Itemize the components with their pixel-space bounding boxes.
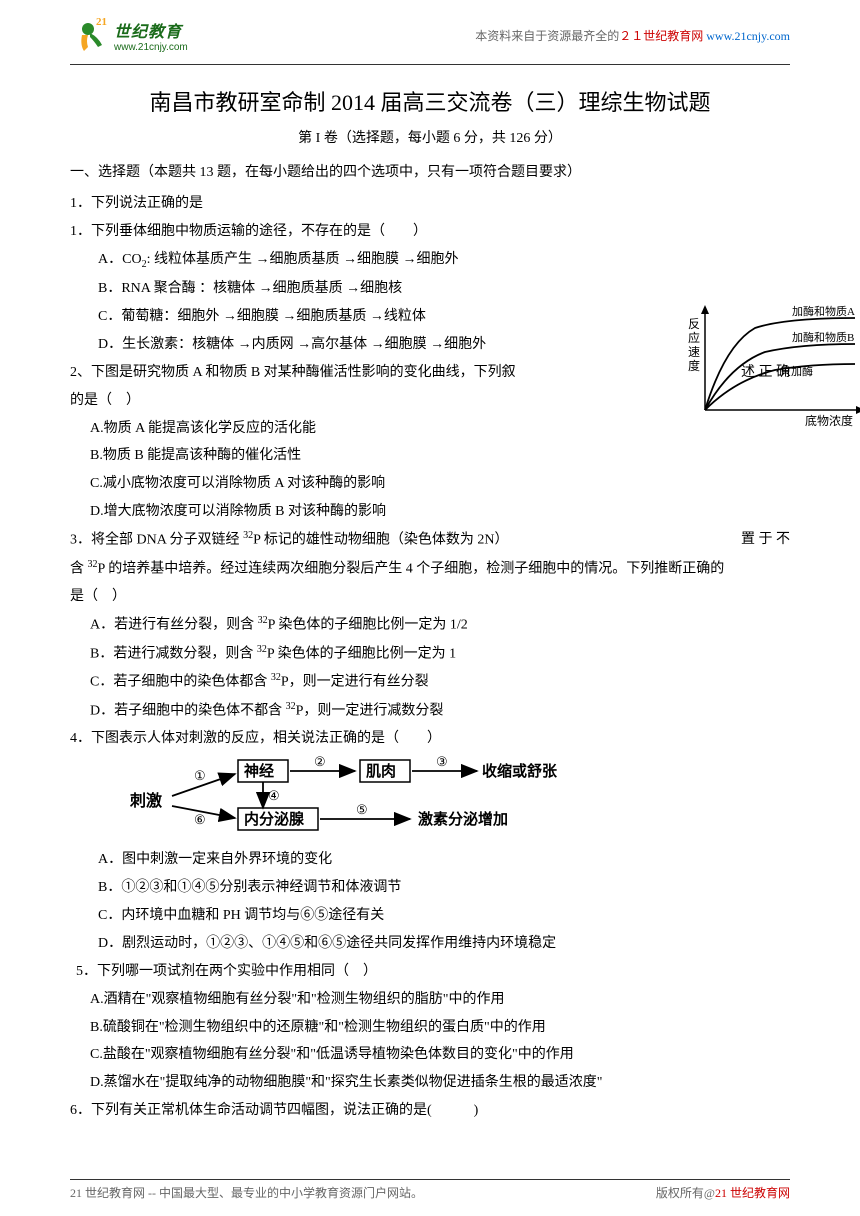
chart-curve1-label: 加酶和物质A <box>792 304 855 318</box>
svg-text:内分泌腺: 内分泌腺 <box>244 810 305 828</box>
question-2-optC: C.减小底物浓度可以消除物质 A 对该种酶的影响 <box>70 471 790 497</box>
svg-text:21: 21 <box>96 16 107 28</box>
question-3-stem-c: 是（ ） <box>70 584 790 610</box>
source-brand: ２１世纪教育网 <box>619 29 703 43</box>
source-link: www.21cnjy.com <box>706 29 790 43</box>
question-3-optD: D．若子细胞中的染色体不都含 32P，则一定进行减数分裂 <box>70 698 790 725</box>
q3a-pre: 3．将全部 DNA 分子双链经 <box>70 533 243 548</box>
question-4-stem: 4．下图表示人体对刺激的反应，相关说法正确的是（ ） <box>70 726 790 752</box>
question-1-optB: B．RNA 聚合酶 ：核糖体 →细胞质基质 →细胞核 <box>70 276 790 302</box>
q3a-post: P 标记的雄性动物细胞（染色体数为 2N） <box>253 533 508 548</box>
header-source: 本资料来自于资源最齐全的２１世纪教育网 www.21cnjy.com <box>475 27 790 44</box>
q3a-sup: 32 <box>243 530 253 541</box>
question-2-optA: A.物质 A 能提高该化学反应的活化能 <box>70 416 790 442</box>
footer-right-brand: 21 世纪教育网 <box>715 1186 790 1200</box>
svg-text:神经: 神经 <box>244 762 274 780</box>
q3C-sup: 32 <box>271 672 281 683</box>
q3A-post: P 染色体的子细胞比例一定为 1/2 <box>268 618 468 633</box>
question-3-optC: C．若子细胞中的染色体都含 32P，则一定进行有丝分裂 <box>70 669 790 696</box>
question-1-stem: 1．下列垂体细胞中物质运输的途径，不存在的是（ ） <box>70 219 790 245</box>
logo: 21 世纪教育 www.21cnjy.com <box>70 15 188 55</box>
q1a-post: : 线粒体基质产生 →细胞质基质 →细胞膜 →细胞外 <box>147 252 459 267</box>
question-1-pre: 1．下列说法正确的是 <box>70 191 790 217</box>
question-6-stem: 6．下列有关正常机体生命活动调节四幅图，说法正确的是( ) <box>70 1098 790 1124</box>
header-divider <box>70 64 790 65</box>
source-prefix: 本资料来自于资源最齐全的 <box>475 29 619 43</box>
question-4-optB: B．①②③和①④⑤分别表示神经调节和体液调节 <box>70 875 790 901</box>
q3B-pre: B．若进行减数分裂，则含 <box>90 646 257 661</box>
question-5-optC: C.盐酸在"观察植物细胞有丝分裂"和"低温诱导植物染色体数目的变化"中的作用 <box>70 1042 790 1068</box>
footer-divider <box>70 1179 790 1180</box>
q2-stem-a: 2、下图是研究物质 A 和物质 B 对某种酶催活性影响的变化曲线，下列叙 <box>70 365 516 380</box>
question-4-optD: D．剧烈运动时，①②③、①④⑤和⑥⑤途径共同发挥作用维持内环境稳定 <box>70 931 790 957</box>
svg-text:收缩或舒张: 收缩或舒张 <box>482 762 558 780</box>
logo-icon: 21 <box>70 15 110 55</box>
q3A-pre: A．若进行有丝分裂，则含 <box>90 618 258 633</box>
logo-url-text: www.21cnjy.com <box>114 42 188 53</box>
question-2: 2、下图是研究物质 A 和物质 B 对某种酶催活性影响的变化曲线，下列叙 述 正… <box>70 360 790 386</box>
q3D-post: P，则一定进行减数分裂 <box>296 703 444 718</box>
svg-text:刺激: 刺激 <box>130 791 162 810</box>
svg-text:⑥: ⑥ <box>194 812 206 827</box>
stimulus-diagram: 刺激 ① ⑥ 神经 内分泌腺 ④ ② 肌肉 ③ 收缩或舒张 ⑤ 激素分泌增加 <box>130 756 790 841</box>
section-heading: 一、选择题（本题共 13 题，在每小题给出的四个选项中，只有一项符合题目要求） <box>70 161 790 181</box>
svg-text:④: ④ <box>268 788 280 803</box>
question-5-optD: D.蒸馏水在"提取纯净的动物细胞膜"和"探究生长素类似物促进插条生根的最适浓度" <box>70 1070 790 1096</box>
q3A-sup: 32 <box>258 615 268 626</box>
svg-text:激素分泌增加: 激素分泌增加 <box>418 810 508 828</box>
svg-text:应: 应 <box>688 330 700 345</box>
svg-text:②: ② <box>314 756 326 769</box>
q3a-end: 置 于 不 <box>741 527 790 553</box>
enzyme-chart: 反 应 速 度 加酶和物质A 加酶和物质B 只加酶 底物浓度 <box>685 300 860 430</box>
q3B-post: P 染色体的子细胞比例一定为 1 <box>267 646 456 661</box>
chart-curve3-label: 只加酶 <box>780 365 813 378</box>
svg-text:③: ③ <box>436 756 448 769</box>
question-4-optC: C．内环境中血糖和 PH 调节均与⑥⑤途径有关 <box>70 903 790 929</box>
question-2-optD: D.增大底物浓度可以消除物质 B 对该种酶的影响 <box>70 499 790 525</box>
page-header: 21 世纪教育 www.21cnjy.com 本资料来自于资源最齐全的２１世纪教… <box>70 10 790 60</box>
question-5-optA: A.酒精在"观察植物细胞有丝分裂"和"检测生物组织的脂肪"中的作用 <box>70 987 790 1013</box>
chart-curve2-label: 加酶和物质B <box>792 330 854 344</box>
question-1-optA: A．CO2: 线粒体基质产生 →细胞质基质 →细胞膜 →细胞外 <box>70 247 790 274</box>
question-5-optB: B.硫酸铜在"检测生物组织中的还原糖"和"检测生物组织的蛋白质"中的作用 <box>70 1015 790 1041</box>
question-5-stem: 5．下列哪一项试剂在两个实验中作用相同（ ） <box>70 959 790 985</box>
footer-right: 版权所有@21 世纪教育网 <box>656 1184 790 1201</box>
question-3-stem-a: 3．将全部 DNA 分子双链经 32P 标记的雄性动物细胞（染色体数为 2N） … <box>70 527 790 554</box>
q3B-sup: 32 <box>257 644 267 655</box>
question-3-optB: B．若进行减数分裂，则含 32P 染色体的子细胞比例一定为 1 <box>70 641 790 668</box>
logo-cn-text: 世纪教育 <box>114 18 188 42</box>
q3b-pre: 含 <box>70 561 88 576</box>
question-3-optA: A．若进行有丝分裂，则含 32P 染色体的子细胞比例一定为 1/2 <box>70 612 790 639</box>
q3D-sup: 32 <box>286 701 296 712</box>
svg-text:速: 速 <box>688 345 700 359</box>
logo-text: 世纪教育 www.21cnjy.com <box>114 18 188 53</box>
question-2-optB: B.物质 B 能提高该种酶的催化活性 <box>70 443 790 469</box>
svg-text:①: ① <box>194 768 206 783</box>
footer-left: 21 世纪教育网 -- 中国最大型、最专业的中小学教育资源门户网站。 <box>70 1184 423 1201</box>
question-4-optA: A．图中刺激一定来自外界环境的变化 <box>70 847 790 873</box>
q3b-post: P 的培养基中培养。经过连续两次细胞分裂后产生 4 个子细胞，检测子细胞中的情况… <box>98 561 725 576</box>
page-footer: 21 世纪教育网 -- 中国最大型、最专业的中小学教育资源门户网站。 版权所有@… <box>70 1179 790 1201</box>
question-3-stem-b: 含 32P 的培养基中培养。经过连续两次细胞分裂后产生 4 个子细胞，检测子细胞… <box>70 556 790 583</box>
svg-text:肌肉: 肌肉 <box>366 762 396 780</box>
chart-ylabel-1: 反 <box>688 317 700 331</box>
svg-text:⑤: ⑤ <box>356 802 368 817</box>
q3C-pre: C．若子细胞中的染色体都含 <box>90 675 271 690</box>
q2-stem-c: 的是（ ） <box>70 388 790 414</box>
question-1-optD: D．生长激素：核糖体 →内质网 →高尔基体 →细胞膜 →细胞外 <box>70 332 790 358</box>
footer-text: 21 世纪教育网 -- 中国最大型、最专业的中小学教育资源门户网站。 版权所有@… <box>70 1184 790 1201</box>
q3b-sup: 32 <box>88 559 98 570</box>
exam-subtitle: 第 I 卷（选择题，每小题 6 分，共 126 分） <box>70 127 790 147</box>
chart-xlabel: 底物浓度 <box>805 413 853 428</box>
q3D-pre: D．若子细胞中的染色体不都含 <box>90 703 286 718</box>
svg-text:度: 度 <box>688 358 700 373</box>
q3C-post: P，则一定进行有丝分裂 <box>281 675 429 690</box>
q1a-pre: A．CO <box>98 252 142 267</box>
exam-title: 南昌市教研室命制 2014 届高三交流卷（三）理综生物试题 <box>70 85 790 117</box>
footer-right-pre: 版权所有@ <box>656 1186 715 1200</box>
question-1-optC: C．葡萄糖：细胞外 →细胞膜 →细胞质基质 →线粒体 <box>70 304 790 330</box>
